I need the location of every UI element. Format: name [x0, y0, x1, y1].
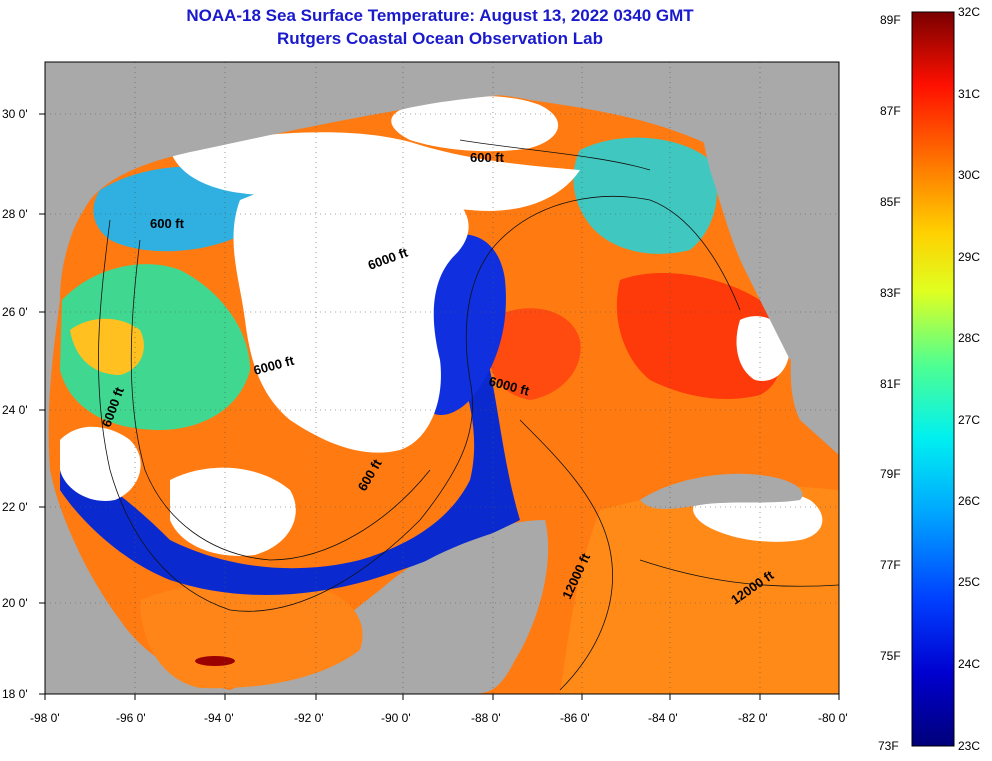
x-tick-label: -80 0': [818, 711, 848, 725]
x-tick-label: -98 0': [30, 711, 60, 725]
contour-label: 600 ft: [470, 150, 505, 165]
land-florida: [690, 62, 839, 360]
colorbar-c-label: 24C: [958, 657, 980, 671]
x-tick-label: -94 0': [204, 711, 234, 725]
colorbar-c-label: 30C: [958, 168, 980, 182]
x-tick-label: -86 0': [560, 711, 590, 725]
cloud-cover-coast: [391, 95, 559, 152]
x-tick-label: -96 0': [116, 711, 146, 725]
y-tick-label: 22 0': [2, 500, 28, 514]
y-tick-label: 30 0': [2, 107, 28, 121]
colorbar-c-label: 28C: [958, 331, 980, 345]
map-title: NOAA-18 Sea Surface Temperature: August …: [186, 6, 694, 25]
colorbar-f-label: 75F: [880, 649, 901, 663]
land-mexico: [45, 520, 160, 694]
colorbar-c-label: 23C: [958, 739, 980, 753]
bathymetry-contours: [98, 139, 839, 691]
graticule: [45, 62, 839, 694]
colorbar-c-label: 26C: [958, 494, 980, 508]
y-tick-label: 18 0': [2, 687, 28, 701]
mixed-temp-northeast: [573, 137, 718, 254]
x-tick-label: -84 0': [648, 711, 678, 725]
map-subtitle: Rutgers Coastal Ocean Observation Lab: [277, 29, 603, 48]
colorbar-f-label: 89F: [880, 13, 901, 27]
colorbar-c-label: 31C: [958, 87, 980, 101]
warm-yellow-west: [70, 318, 144, 375]
colorbar-c-label: 32C: [958, 5, 980, 19]
warm-eddy-central: [487, 308, 581, 400]
colorbar-f-label: 73F: [878, 739, 899, 753]
mixed-temp-west: [60, 264, 250, 430]
warm-eddy-east: [616, 272, 783, 400]
x-tick-label: -90 0': [381, 711, 411, 725]
colorbar-f-label: 81F: [880, 377, 901, 391]
hot-spot: [195, 656, 235, 666]
x-tick-label: -92 0': [294, 711, 324, 725]
axis-ticks: [39, 113, 840, 700]
x-tick-label: -82 0': [738, 711, 768, 725]
colorbar-f-label: 83F: [880, 286, 901, 300]
x-tick-label: -88 0': [471, 711, 501, 725]
colorbar-f-label: 87F: [880, 104, 901, 118]
cloud-cover-north: [170, 132, 580, 211]
colorbar-f-label: 77F: [880, 558, 901, 572]
cloud-cover-west: [60, 426, 141, 501]
colorbar-c-label: 27C: [958, 413, 980, 427]
y-tick-label: 28 0': [2, 207, 28, 221]
land-us-coast: [45, 62, 690, 300]
colorbar-c-label: 25C: [958, 575, 980, 589]
colorbar-f-label: 85F: [880, 195, 901, 209]
map-frame: [44, 61, 840, 695]
colorbar: [911, 11, 955, 747]
cloud-cover-central: [233, 174, 469, 453]
colorbar-c-label: 29C: [958, 250, 980, 264]
land-yucatan: [360, 520, 549, 694]
y-tick-label: 20 0': [2, 596, 28, 610]
cloud-cover-south: [170, 467, 296, 556]
y-tick-label: 26 0': [2, 305, 28, 319]
y-tick-label: 24 0': [2, 403, 28, 417]
contour-label: 600 ft: [150, 216, 185, 231]
colorbar-f-label: 79F: [880, 467, 901, 481]
land-cuba: [640, 473, 803, 509]
